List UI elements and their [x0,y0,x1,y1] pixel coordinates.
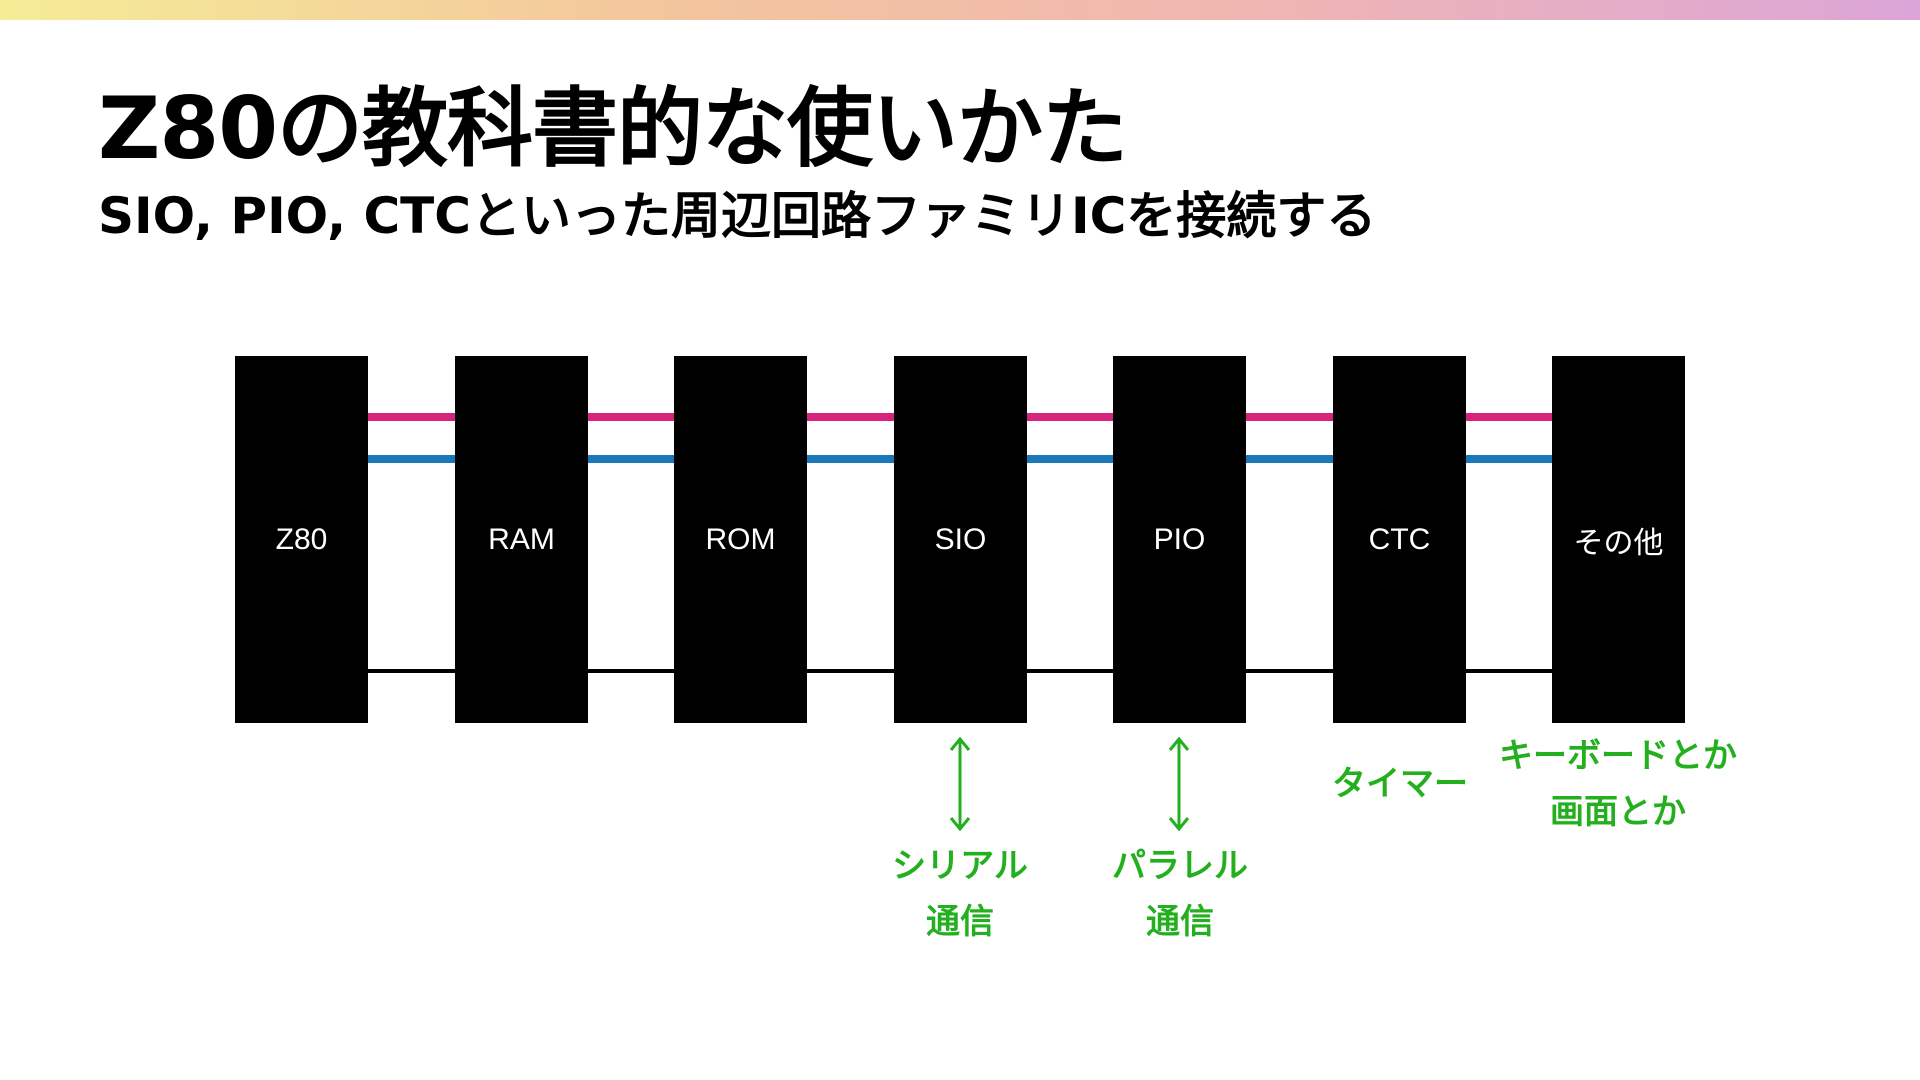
bus-line-blue [588,455,675,463]
bus-line-magenta [1466,413,1553,421]
top-gradient-bar [0,0,1920,20]
bus-line-magenta [368,413,455,421]
block-other: その他 [1552,356,1685,723]
slide-subtitle: SIO, PIO, CTCといった周辺回路ファミリICを接続する [98,187,1377,245]
annotation-other: キーボードとか 画面とか [1488,728,1748,840]
bus-line-magenta [588,413,675,421]
bus-line-black [1027,669,1114,673]
bus-line-black [368,669,455,673]
block-pio: PIO [1113,356,1246,723]
annotation-pio-line1: パラレル [1112,846,1248,886]
annotation-sio-line2: 通信 [926,902,994,942]
bus-line-magenta [1246,413,1333,421]
bus-line-blue [368,455,455,463]
bus-line-black [588,669,675,673]
annotation-ctc: タイマー [1300,756,1500,812]
bus-line-black [1466,669,1553,673]
annotation-sio: シリアル 通信 [860,838,1060,950]
annotation-pio: パラレル 通信 [1080,838,1280,950]
bus-line-magenta [1027,413,1114,421]
bus-line-blue [1466,455,1553,463]
bus-line-blue [807,455,894,463]
block-rom: ROM [674,356,807,723]
block-z80: Z80 [235,356,368,723]
bus-line-blue [1027,455,1114,463]
block-ctc: CTC [1333,356,1466,723]
annotation-sio-line1: シリアル [892,846,1028,886]
bus-line-black [807,669,894,673]
bus-line-blue [1246,455,1333,463]
bus-line-magenta [807,413,894,421]
annotation-ctc-line1: タイマー [1332,764,1468,804]
annotation-other-line2: 画面とか [1550,792,1686,832]
block-sio: SIO [894,356,1027,723]
annotation-other-line1: キーボードとか [1499,736,1737,776]
double-arrow-icon [1168,736,1190,832]
block-ram: RAM [455,356,588,723]
slide-title: Z80の教科書的な使いかた [98,79,1128,179]
double-arrow-icon [949,736,971,832]
annotation-pio-line2: 通信 [1146,902,1214,942]
bus-line-black [1246,669,1333,673]
